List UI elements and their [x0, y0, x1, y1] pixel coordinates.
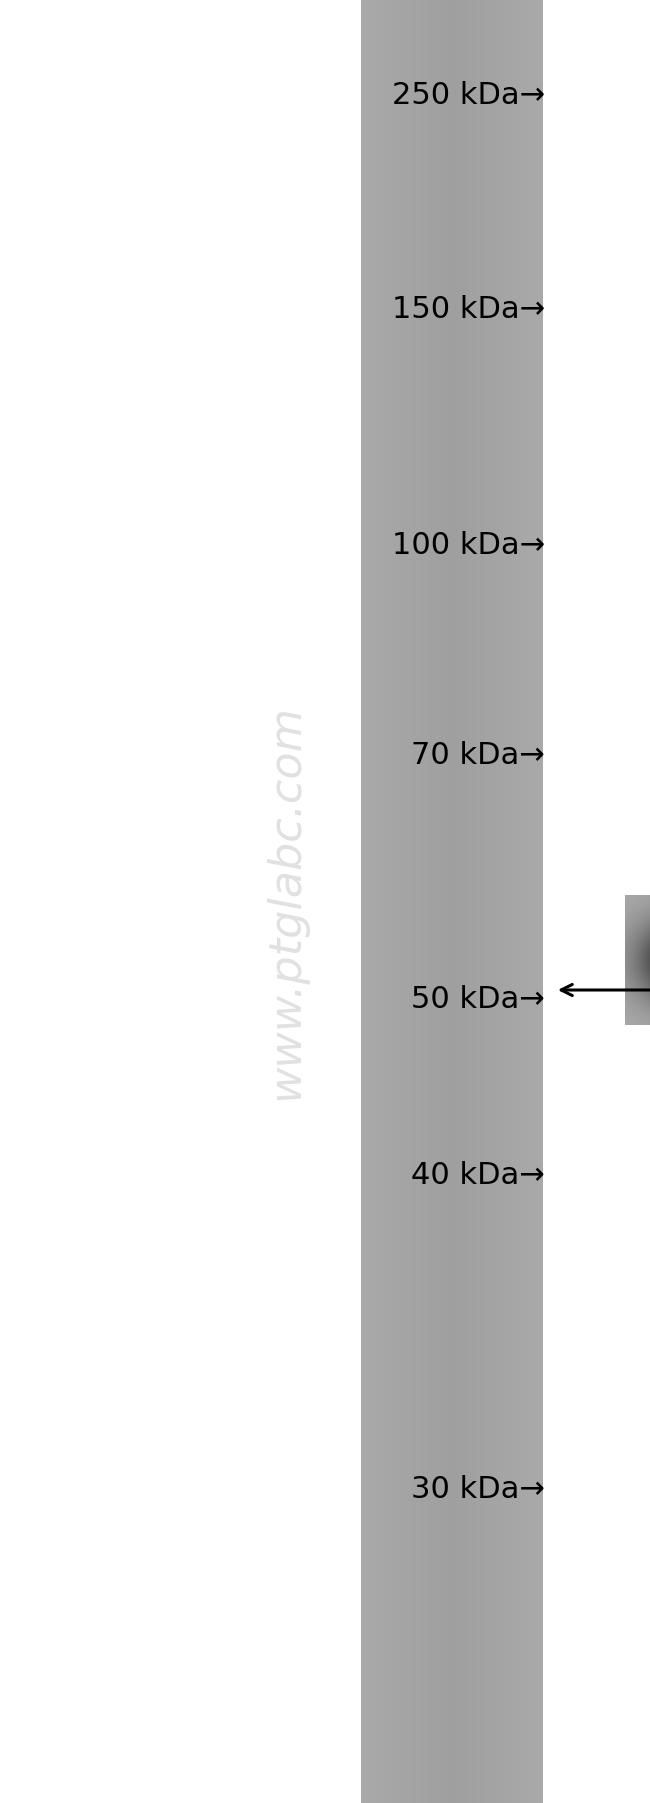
Text: 50 kDa→: 50 kDa→	[411, 986, 545, 1015]
Text: 150 kDa→: 150 kDa→	[392, 296, 545, 325]
Text: 70 kDa→: 70 kDa→	[411, 741, 545, 770]
Text: 40 kDa→: 40 kDa→	[411, 1161, 545, 1190]
Text: 100 kDa→: 100 kDa→	[392, 530, 545, 559]
Text: 250 kDa→: 250 kDa→	[392, 81, 545, 110]
Text: 30 kDa→: 30 kDa→	[411, 1475, 545, 1504]
Text: www.ptglabc.com: www.ptglabc.com	[265, 703, 307, 1100]
